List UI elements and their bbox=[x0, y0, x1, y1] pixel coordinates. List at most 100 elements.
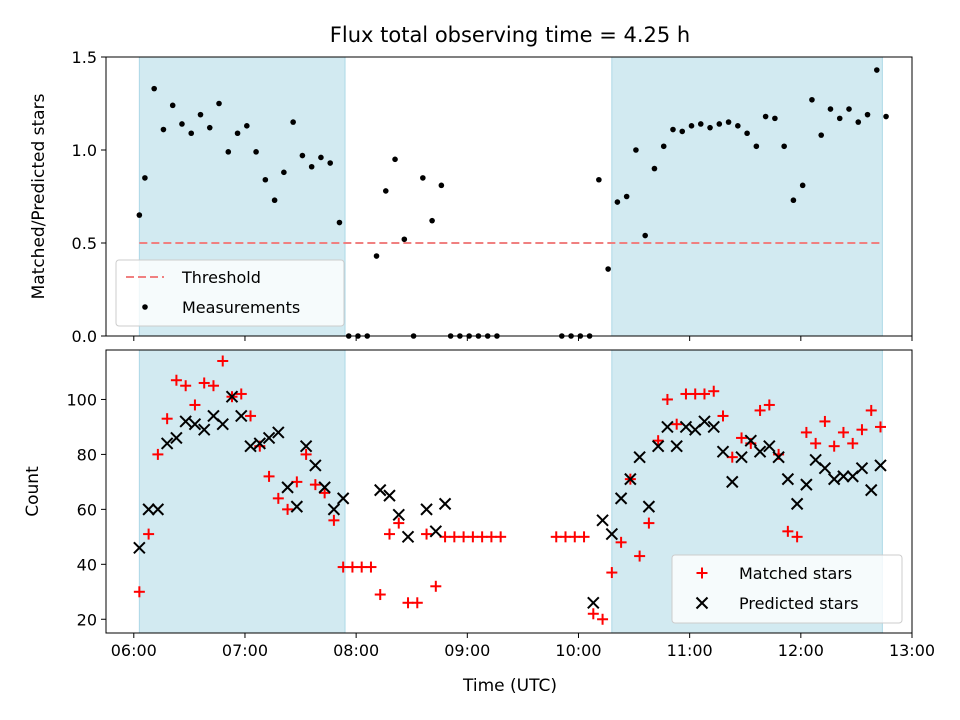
predicted-star-point bbox=[800, 478, 813, 491]
measurement-point bbox=[197, 111, 204, 118]
count-legend: Matched stars Predicted stars bbox=[671, 554, 903, 624]
predicted-star-point bbox=[633, 450, 646, 464]
measurement-point bbox=[827, 106, 834, 112]
matched-star-point bbox=[356, 561, 368, 573]
predicted-star-point bbox=[179, 415, 192, 428]
matched-star-point bbox=[430, 580, 442, 592]
matched-star-point bbox=[476, 531, 488, 543]
measurement-point bbox=[716, 121, 723, 127]
measurement-point bbox=[290, 119, 296, 125]
matched-star-point bbox=[763, 399, 775, 411]
matched-star-point bbox=[458, 531, 470, 543]
matched-star-point bbox=[634, 550, 646, 562]
measurement-point bbox=[327, 160, 333, 166]
measurement-point bbox=[244, 123, 250, 129]
measurement-point bbox=[883, 113, 889, 120]
matched-star-point bbox=[671, 418, 683, 430]
x-tick-label: 12:00 bbox=[778, 641, 824, 660]
predicted-star-point bbox=[374, 483, 387, 497]
measurement-point bbox=[234, 130, 241, 137]
matched-star-point bbox=[180, 380, 192, 392]
matched-star-point bbox=[661, 393, 673, 405]
matched-star-point bbox=[448, 531, 460, 543]
matched-star-point bbox=[754, 404, 766, 416]
predicted-star-point bbox=[726, 475, 739, 489]
measurement-point bbox=[373, 253, 380, 259]
measurement-point bbox=[642, 232, 648, 239]
count-legend-box bbox=[671, 554, 903, 624]
y-tick-label: 80 bbox=[77, 445, 97, 464]
measurement-point bbox=[790, 197, 797, 204]
predicted-star-point bbox=[216, 417, 229, 431]
measurement-point bbox=[253, 149, 259, 155]
predicted-star-point bbox=[624, 472, 637, 486]
measurement-point bbox=[160, 126, 167, 133]
predicted-star-point bbox=[790, 497, 804, 511]
measurement-point bbox=[206, 124, 213, 131]
y-tick-label: 1.5 bbox=[72, 48, 97, 67]
predicted-star-point bbox=[707, 420, 720, 434]
matched-star-point bbox=[439, 531, 451, 543]
matched-star-point bbox=[782, 525, 794, 537]
predicted-star-point bbox=[818, 461, 832, 475]
measurement-point bbox=[438, 182, 445, 189]
predicted-star-point bbox=[781, 472, 795, 486]
measurement-point bbox=[382, 188, 389, 194]
measurement-point bbox=[216, 100, 222, 107]
matched-star-point bbox=[587, 608, 599, 620]
measurement-point bbox=[873, 67, 880, 73]
predicted-star-point bbox=[327, 503, 341, 516]
measurement-legend-label: Measurements bbox=[182, 298, 300, 317]
matched-star-point bbox=[133, 586, 145, 598]
measurement-point bbox=[753, 143, 760, 150]
predicted-star-point bbox=[160, 437, 174, 450]
matched-star-point bbox=[198, 377, 210, 389]
predicted-star-point bbox=[744, 434, 758, 447]
predicted-star-point bbox=[874, 459, 887, 472]
measurement-point bbox=[136, 212, 143, 218]
matched-star-point bbox=[606, 567, 618, 579]
matched-star-point bbox=[680, 388, 692, 400]
ratio-legend: Threshold Measurements bbox=[115, 259, 345, 327]
predicted-star-point bbox=[614, 492, 628, 505]
predicted-star-point bbox=[188, 417, 202, 431]
measurement-point bbox=[855, 119, 862, 125]
ratio-legend-box bbox=[115, 259, 345, 327]
measurement-point bbox=[744, 130, 750, 137]
predicted-star-point bbox=[438, 497, 452, 511]
predicted-star-point bbox=[698, 415, 711, 428]
matched-star-point bbox=[365, 561, 377, 573]
matched-star-point bbox=[837, 426, 849, 438]
matched-star-point bbox=[717, 410, 729, 422]
matched-star-point bbox=[383, 528, 395, 540]
y-tick-label: 1.0 bbox=[72, 141, 97, 160]
predicted-star-point bbox=[772, 450, 785, 464]
measurement-legend-swatch bbox=[142, 304, 148, 310]
measurement-point bbox=[846, 106, 852, 112]
predicted-star-point bbox=[170, 431, 183, 445]
predicted-star-point bbox=[142, 503, 155, 516]
matched-star-point bbox=[819, 415, 831, 427]
predicted-star-point bbox=[679, 420, 693, 434]
ratio-y-axis-label: Matched/Predicted stars bbox=[29, 93, 49, 299]
predicted-star-point bbox=[642, 500, 656, 513]
matched-legend-swatch bbox=[696, 567, 708, 579]
matched-star-point bbox=[485, 531, 497, 543]
matched-star-point bbox=[847, 437, 859, 449]
matched-star-point bbox=[245, 410, 257, 422]
matched-star-point bbox=[791, 531, 803, 543]
matched-star-point bbox=[346, 561, 358, 573]
predicted-star-point bbox=[197, 423, 211, 436]
measurement-point bbox=[299, 152, 306, 159]
predicted-star-point bbox=[133, 541, 146, 555]
predicted-star-point bbox=[318, 481, 331, 494]
predicted-star-point bbox=[827, 472, 841, 486]
predicted-star-point bbox=[235, 409, 248, 423]
measurement-point bbox=[697, 121, 704, 127]
count-panel: 06:00 07:00 08:00 09:00 10:00 11:00 12:00 13:00… bbox=[23, 349, 935, 660]
measurement-point bbox=[670, 126, 676, 133]
predicted-star-point bbox=[735, 450, 748, 464]
matched-star-point bbox=[189, 399, 201, 411]
x-tick-label: 06:00 bbox=[111, 641, 157, 660]
